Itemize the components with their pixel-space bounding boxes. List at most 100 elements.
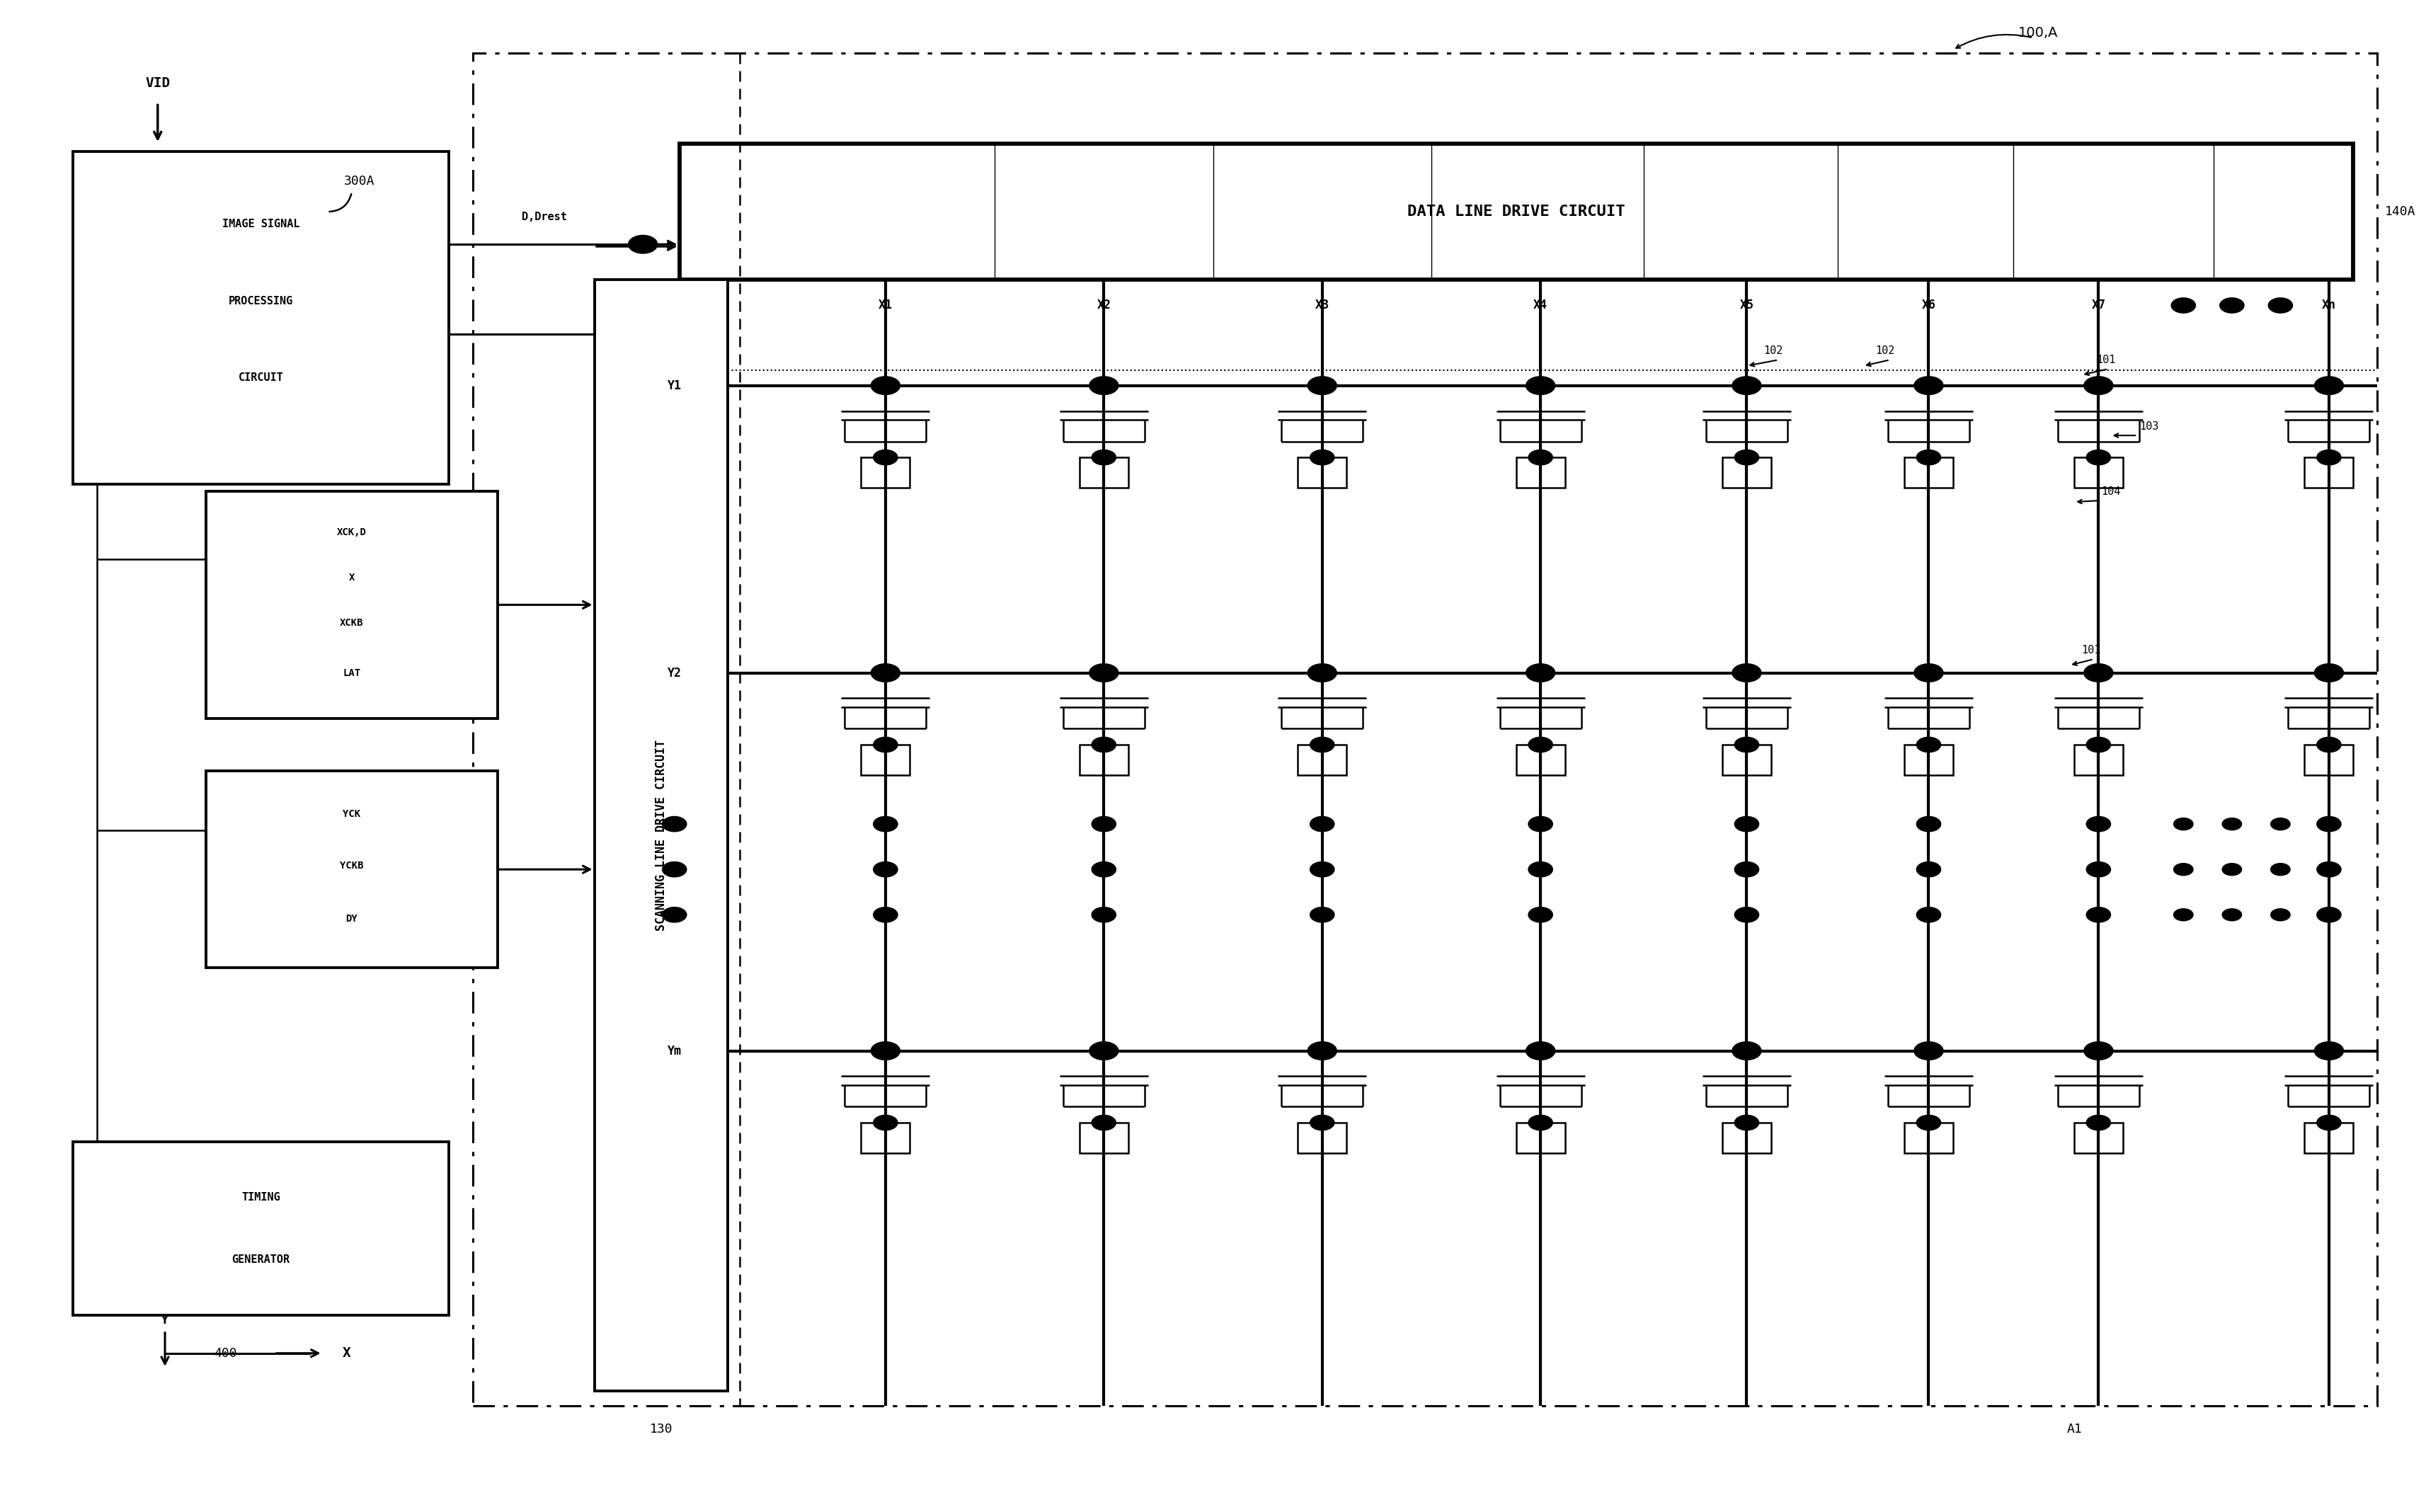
Text: CIRCUIT: CIRCUIT — [238, 372, 284, 383]
Circle shape — [1089, 1042, 1118, 1060]
Circle shape — [2086, 816, 2111, 832]
Circle shape — [1310, 862, 1334, 877]
Circle shape — [2317, 738, 2341, 753]
Circle shape — [2220, 298, 2244, 313]
Bar — [206, 771, 497, 968]
Bar — [73, 151, 449, 484]
Bar — [1516, 1123, 1565, 1154]
Circle shape — [1735, 451, 1759, 466]
Circle shape — [2271, 909, 2290, 921]
Text: X: X — [342, 1347, 352, 1359]
Circle shape — [873, 451, 898, 466]
Text: X2: X2 — [1097, 299, 1111, 311]
Text: X3: X3 — [1315, 299, 1329, 311]
Bar — [1516, 745, 1565, 776]
Bar — [2074, 1123, 2123, 1154]
Text: DY: DY — [347, 913, 357, 924]
Circle shape — [1528, 816, 1553, 832]
Circle shape — [2314, 664, 2344, 682]
Circle shape — [2317, 816, 2341, 832]
Text: 101: 101 — [2096, 354, 2115, 366]
Text: TIMING: TIMING — [243, 1191, 279, 1202]
Text: Ym: Ym — [667, 1045, 682, 1057]
Text: PROCESSING: PROCESSING — [228, 295, 294, 307]
Bar — [2305, 745, 2353, 776]
Bar — [1722, 458, 1771, 488]
Bar — [73, 1142, 449, 1315]
Circle shape — [1526, 1042, 1555, 1060]
Circle shape — [2086, 862, 2111, 877]
Text: X: X — [349, 573, 354, 582]
Circle shape — [1917, 907, 1941, 922]
Circle shape — [873, 816, 898, 832]
Bar — [1722, 1123, 1771, 1154]
Bar — [206, 491, 497, 718]
Circle shape — [2222, 818, 2242, 830]
Circle shape — [1310, 451, 1334, 466]
Circle shape — [2086, 738, 2111, 753]
Circle shape — [2171, 298, 2196, 313]
Bar — [2074, 745, 2123, 776]
Circle shape — [2086, 907, 2111, 922]
Circle shape — [873, 907, 898, 922]
Text: SCANNING LINE DRIVE CIRCUIT: SCANNING LINE DRIVE CIRCUIT — [655, 739, 667, 931]
Bar — [1904, 745, 1953, 776]
Text: GENERATOR: GENERATOR — [233, 1255, 289, 1266]
Circle shape — [2086, 1116, 2111, 1131]
Text: 130: 130 — [650, 1423, 672, 1435]
Circle shape — [1308, 376, 1337, 395]
Text: Y1: Y1 — [667, 380, 682, 392]
Circle shape — [2222, 909, 2242, 921]
Circle shape — [1735, 738, 1759, 753]
Circle shape — [1528, 907, 1553, 922]
Circle shape — [1917, 862, 1941, 877]
Circle shape — [662, 862, 687, 877]
Circle shape — [1092, 862, 1116, 877]
Circle shape — [1735, 1116, 1759, 1131]
Circle shape — [662, 816, 687, 832]
Text: X1: X1 — [878, 299, 893, 311]
Circle shape — [2268, 298, 2293, 313]
Text: IMAGE SIGNAL: IMAGE SIGNAL — [223, 219, 298, 230]
Bar — [1298, 745, 1346, 776]
Circle shape — [2084, 664, 2113, 682]
Bar — [1080, 458, 1128, 488]
Bar — [594, 280, 728, 1391]
Circle shape — [2317, 451, 2341, 466]
Bar — [2074, 458, 2123, 488]
Circle shape — [871, 664, 900, 682]
Bar — [1080, 745, 1128, 776]
Circle shape — [2314, 376, 2344, 395]
Bar — [2305, 458, 2353, 488]
Bar — [1080, 1123, 1128, 1154]
Text: LAT: LAT — [342, 668, 361, 677]
Text: Y: Y — [160, 1314, 170, 1326]
Circle shape — [1310, 816, 1334, 832]
Text: DATA LINE DRIVE CIRCUIT: DATA LINE DRIVE CIRCUIT — [1407, 204, 1625, 219]
Text: X6: X6 — [1921, 299, 1936, 311]
Circle shape — [2222, 863, 2242, 875]
Circle shape — [1732, 376, 1761, 395]
Circle shape — [2317, 862, 2341, 877]
Circle shape — [1526, 664, 1555, 682]
Text: D,Drest: D,Drest — [522, 212, 568, 222]
Circle shape — [2317, 907, 2341, 922]
Bar — [1904, 458, 1953, 488]
Circle shape — [2174, 909, 2193, 921]
Text: X7: X7 — [2091, 299, 2106, 311]
Circle shape — [2084, 376, 2113, 395]
Bar — [1298, 1123, 1346, 1154]
Circle shape — [662, 907, 687, 922]
Circle shape — [2174, 863, 2193, 875]
Circle shape — [2317, 1116, 2341, 1131]
Circle shape — [2271, 818, 2290, 830]
Circle shape — [871, 376, 900, 395]
Text: 104: 104 — [2101, 485, 2120, 497]
Bar — [1298, 458, 1346, 488]
Bar — [1722, 745, 1771, 776]
Circle shape — [1914, 1042, 1943, 1060]
Text: Xn: Xn — [2322, 299, 2336, 311]
Circle shape — [1092, 738, 1116, 753]
Circle shape — [1735, 816, 1759, 832]
Text: XCK,D: XCK,D — [337, 528, 366, 537]
